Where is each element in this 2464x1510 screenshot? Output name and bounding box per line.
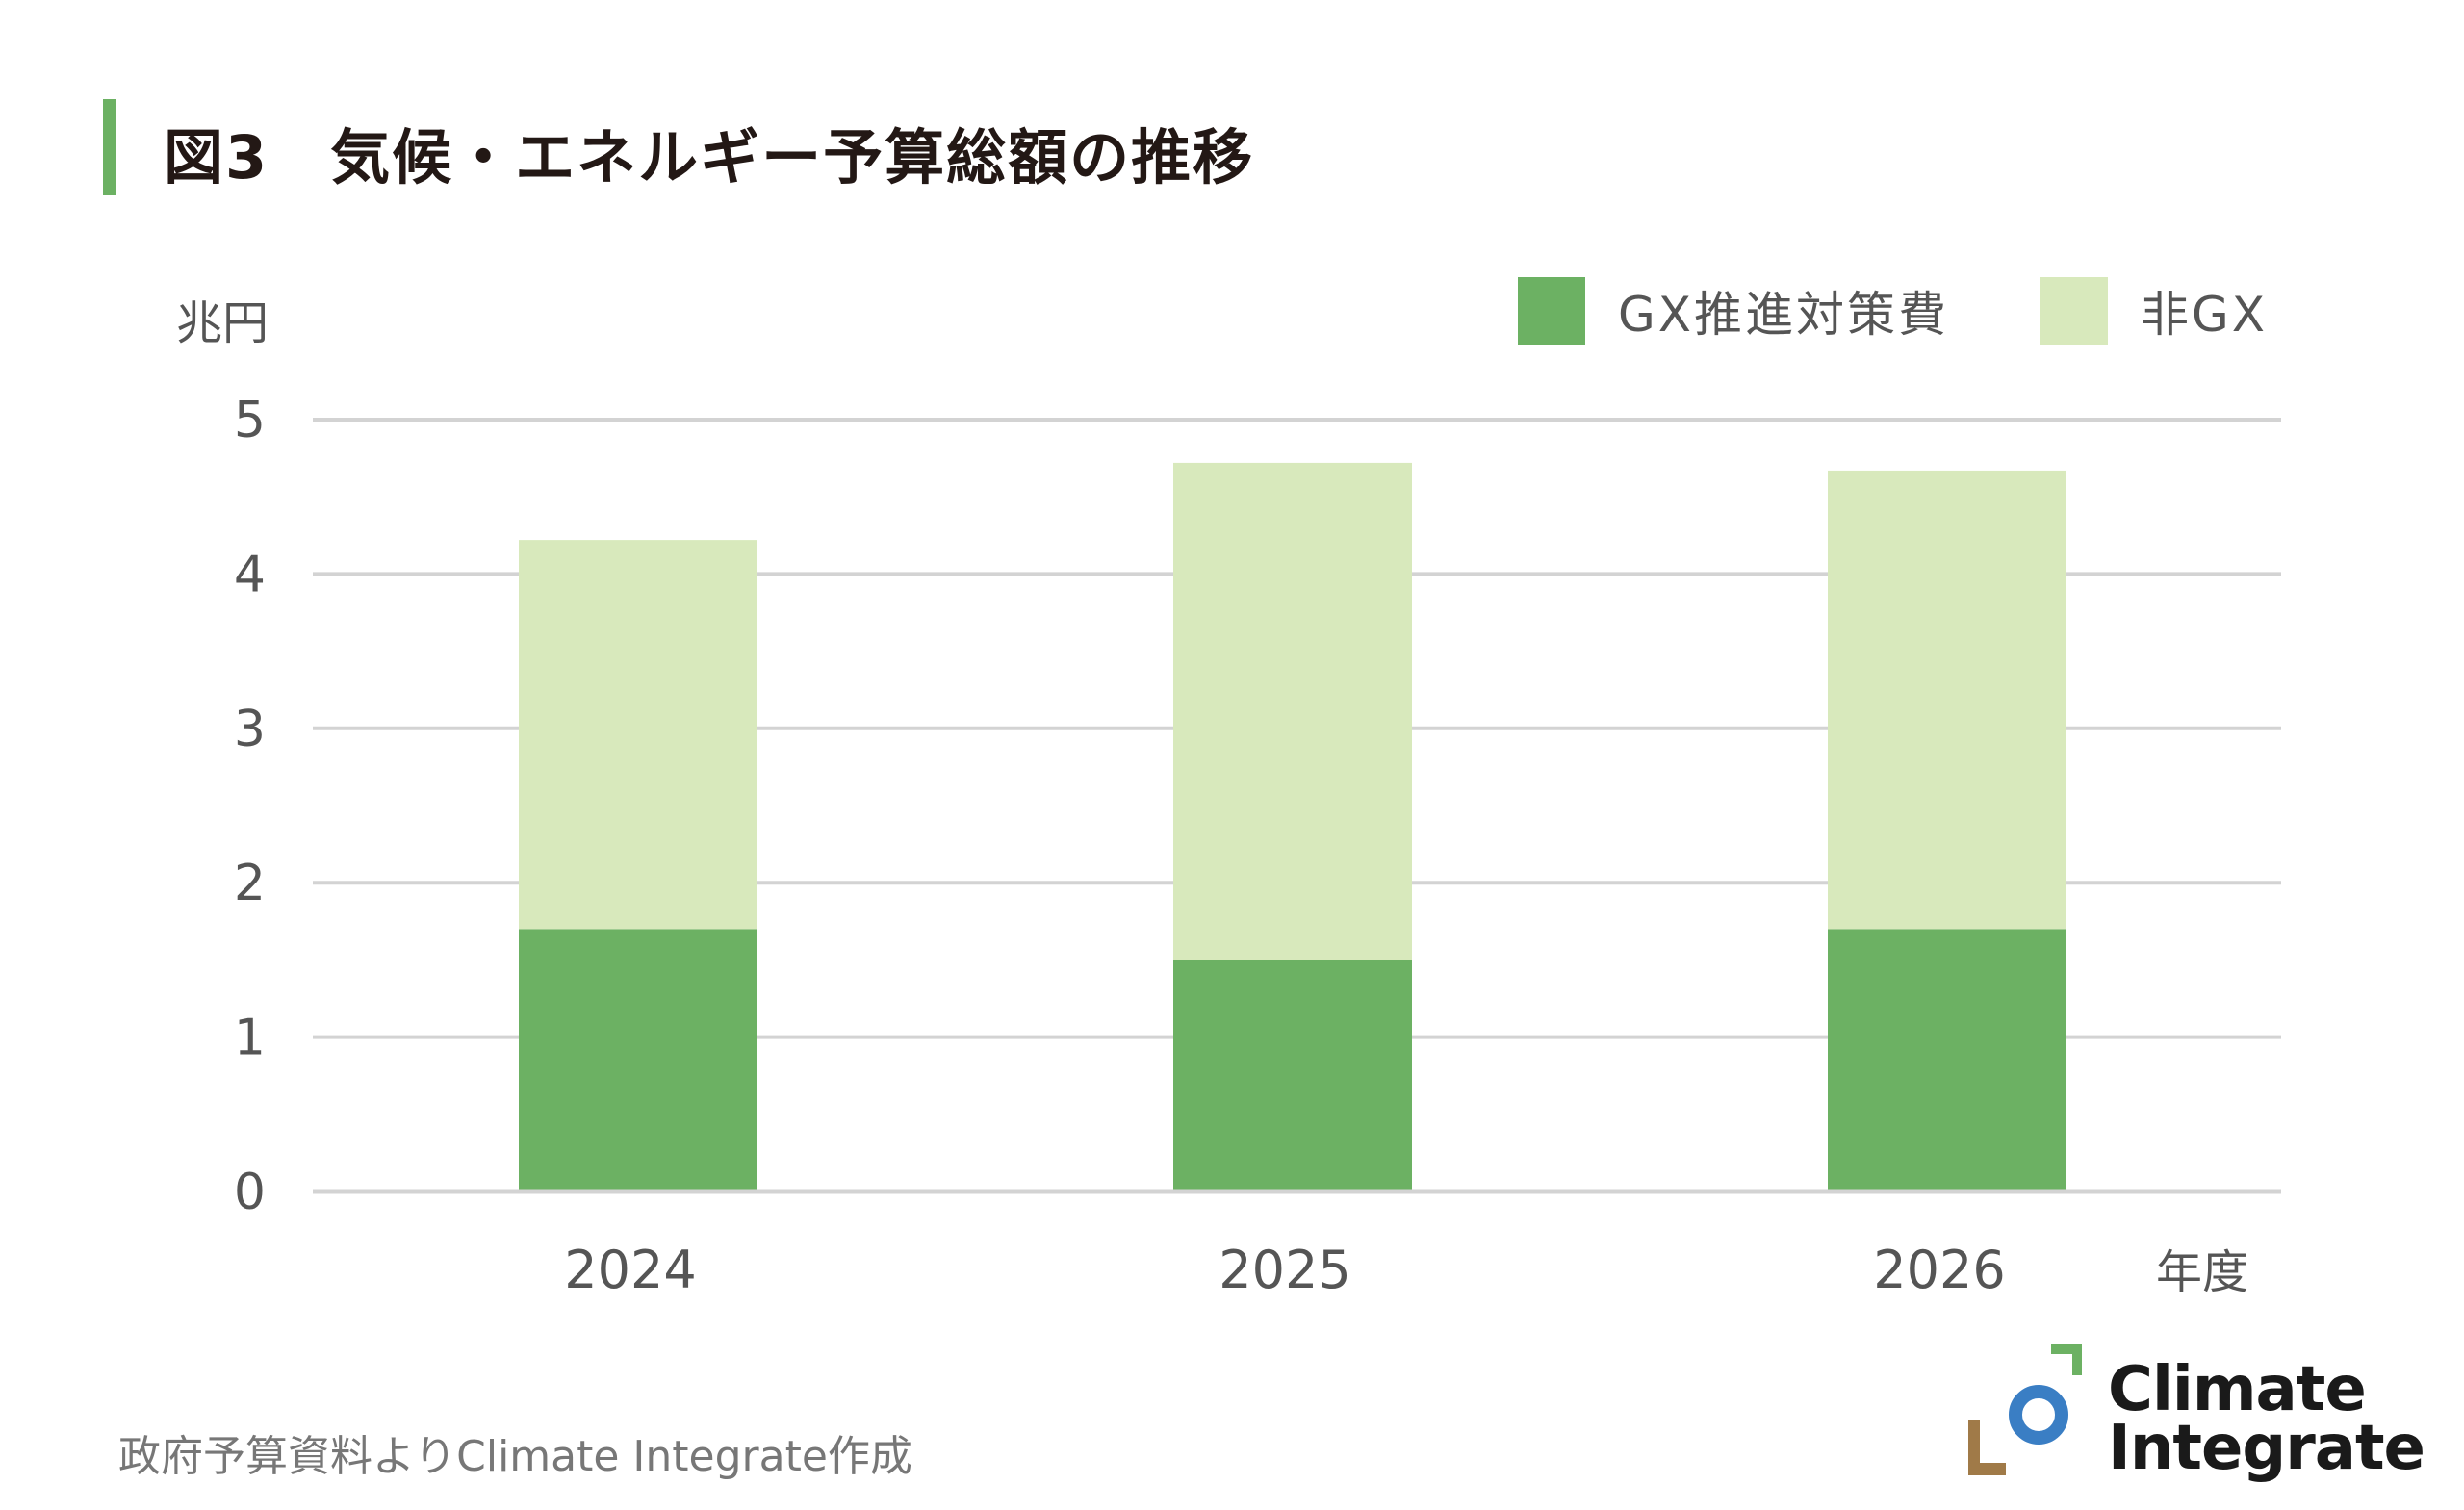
y-tick-labels: 0 1 2 3 4 5 — [234, 392, 266, 1221]
title-accent-bar — [103, 99, 116, 195]
chart-title: 図3 気候・エネルギー予算総額の推移 — [164, 122, 1255, 192]
legend-label-gx: GX推進対策費 — [1618, 287, 1949, 343]
y-tick-label: 1 — [234, 1010, 266, 1067]
source-note: 政府予算資料よりClimate Integrate作成 — [118, 1432, 912, 1481]
y-tick-label: 3 — [234, 701, 266, 758]
y-axis-unit-label: 兆円 — [176, 296, 270, 350]
bar-non-gx-2024 — [519, 540, 757, 930]
bar-non-gx-2026 — [1828, 470, 2066, 930]
y-tick-label: 4 — [234, 546, 266, 603]
x-tick-label-2026: 2026 — [1873, 1240, 2005, 1300]
x-tick-labels: 2024 2025 2026 — [564, 1240, 2005, 1300]
legend-label-non-gx: 非GX — [2141, 287, 2268, 343]
y-tick-label: 0 — [234, 1164, 266, 1221]
bar-gx-2025 — [1173, 960, 1412, 1191]
legend-item-gx: GX推進対策費 — [1518, 277, 1949, 345]
logo-text-climate: Climate — [2108, 1354, 2367, 1425]
bar-gx-2024 — [519, 929, 757, 1191]
y-tick-label: 2 — [234, 855, 266, 912]
legend-swatch-gx — [1518, 277, 1585, 345]
x-axis-title: 年度 — [2156, 1245, 2249, 1299]
y-tick-label: 5 — [234, 392, 266, 449]
climate-integrate-logo-mark — [1968, 1344, 2082, 1475]
logo-brown-bracket-icon — [1968, 1420, 2006, 1475]
bars — [313, 462, 2281, 1194]
logo-blue-ring-icon — [2009, 1385, 2068, 1445]
logo-green-bracket-icon — [2051, 1344, 2082, 1375]
logo-text-integrate: Integrate — [2108, 1413, 2426, 1484]
bar-non-gx-2025 — [1173, 462, 1412, 960]
x-tick-label-2024: 2024 — [564, 1240, 696, 1300]
bar-gx-2026 — [1828, 929, 2066, 1191]
legend-swatch-non-gx — [2040, 277, 2108, 345]
x-tick-label-2025: 2025 — [1219, 1240, 1350, 1300]
legend-item-non-gx: 非GX — [2040, 277, 2268, 345]
